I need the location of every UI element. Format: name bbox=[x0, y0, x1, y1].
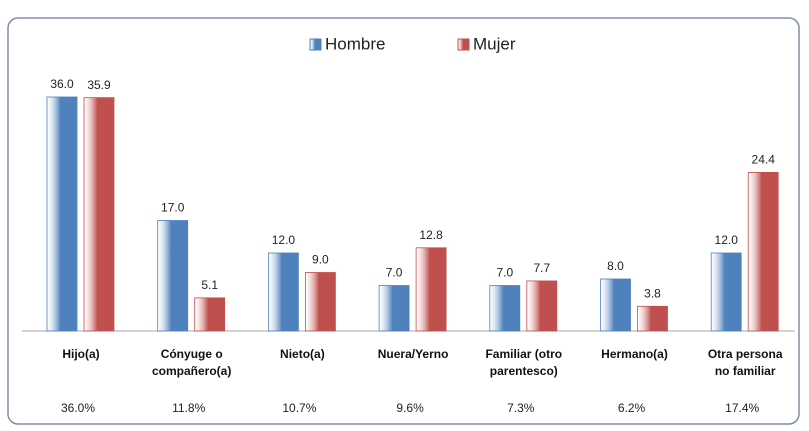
bar bbox=[637, 305, 668, 332]
data-label: 35.9 bbox=[87, 78, 111, 92]
data-label: 36.0 bbox=[50, 77, 74, 91]
category-label: Familiar (otro parentesco) bbox=[485, 347, 563, 378]
category-label: Otra persona no familiar bbox=[707, 347, 783, 378]
total-label: 9.6% bbox=[396, 401, 424, 415]
bar bbox=[415, 247, 447, 332]
data-label: 17.0 bbox=[161, 201, 185, 215]
bar bbox=[267, 252, 299, 332]
total-label: 11.8% bbox=[172, 401, 205, 415]
bar bbox=[157, 220, 189, 332]
bar bbox=[378, 285, 410, 332]
data-label: 7.0 bbox=[496, 266, 513, 280]
legend-swatch bbox=[457, 38, 470, 51]
data-label: 8.0 bbox=[607, 259, 624, 273]
total-label: 36.0% bbox=[61, 401, 95, 415]
bar bbox=[194, 297, 226, 332]
category-label: Hermano(a) bbox=[601, 347, 668, 361]
category-label: Nuera/Yerno bbox=[377, 347, 449, 361]
bar bbox=[46, 96, 78, 332]
bar bbox=[489, 285, 521, 332]
bar bbox=[304, 272, 336, 332]
data-label: 7.0 bbox=[386, 266, 403, 280]
bar bbox=[710, 252, 742, 332]
category-label: Hijo(a) bbox=[62, 347, 100, 361]
data-label: 12.8 bbox=[419, 228, 443, 242]
data-label: 12.0 bbox=[715, 233, 739, 247]
bar bbox=[600, 278, 631, 332]
data-label: 12.0 bbox=[272, 233, 296, 247]
category-label: Nieto(a) bbox=[280, 347, 325, 361]
bar bbox=[526, 280, 558, 332]
data-label: 5.1 bbox=[201, 278, 218, 292]
legend-label: Mujer bbox=[473, 34, 516, 53]
total-label: 17.4% bbox=[725, 401, 759, 415]
frame bbox=[7, 17, 800, 425]
bar bbox=[83, 97, 115, 332]
data-label: 3.8 bbox=[644, 286, 661, 300]
total-label: 6.2% bbox=[618, 401, 646, 415]
bar bbox=[747, 171, 779, 332]
total-label: 10.7% bbox=[282, 401, 316, 415]
data-label: 7.7 bbox=[533, 261, 550, 275]
legend-swatch bbox=[309, 38, 322, 51]
total-label: 7.3% bbox=[507, 401, 535, 415]
legend-label: Hombre bbox=[325, 34, 385, 53]
category-label: Cónyuge o compañero(a) bbox=[152, 347, 232, 378]
data-label: 24.4 bbox=[752, 153, 776, 167]
data-label: 9.0 bbox=[312, 253, 329, 267]
